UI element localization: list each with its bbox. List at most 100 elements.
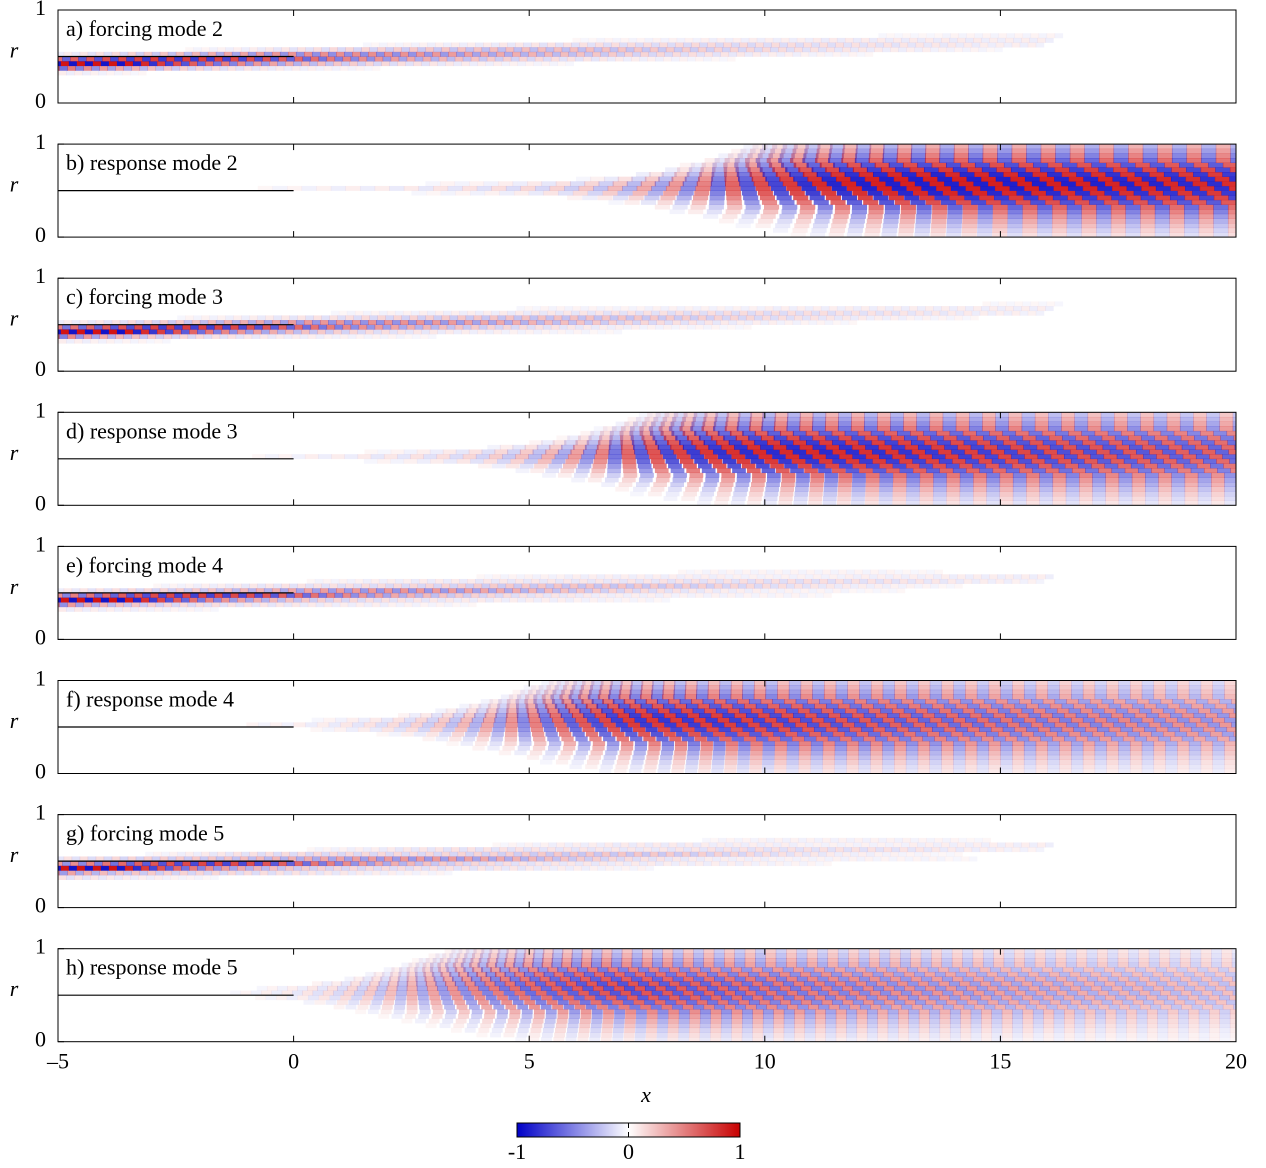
field-cell bbox=[610, 717, 624, 723]
field-cell bbox=[873, 172, 889, 177]
field-cell bbox=[1038, 463, 1053, 469]
field-cell bbox=[1090, 172, 1107, 177]
field-cell bbox=[201, 583, 210, 589]
field-cell bbox=[567, 195, 583, 201]
field-cell bbox=[366, 324, 376, 330]
field-cell bbox=[491, 463, 506, 469]
field-cell bbox=[1111, 736, 1124, 742]
field-cell bbox=[1184, 500, 1199, 506]
field-cell bbox=[841, 195, 858, 201]
field-cell bbox=[135, 588, 145, 594]
field-cell bbox=[841, 153, 857, 159]
field-cell bbox=[1038, 727, 1051, 732]
field-cell bbox=[799, 444, 814, 450]
field-cell bbox=[1140, 218, 1156, 224]
field-cell bbox=[822, 764, 835, 770]
field-cell bbox=[310, 56, 320, 62]
field-cell bbox=[636, 37, 646, 43]
field-cell bbox=[671, 768, 684, 774]
field-cell bbox=[985, 199, 1002, 205]
field-cell bbox=[960, 162, 976, 168]
field-cell bbox=[952, 458, 966, 464]
field-cell bbox=[1215, 148, 1231, 154]
field-cell bbox=[355, 65, 365, 71]
field-cell bbox=[686, 449, 701, 455]
field-cell bbox=[1200, 745, 1213, 751]
field-cell bbox=[952, 176, 968, 182]
field-cell bbox=[494, 324, 504, 330]
field-cell bbox=[916, 172, 932, 177]
field-cell bbox=[612, 574, 622, 580]
field-cell bbox=[880, 588, 890, 594]
field-cell bbox=[777, 218, 793, 224]
field-cell bbox=[946, 496, 961, 501]
field-cell bbox=[1171, 144, 1188, 150]
field-cell bbox=[836, 176, 852, 182]
field-cell bbox=[720, 320, 730, 325]
field-cell bbox=[497, 458, 511, 464]
field-cell bbox=[1038, 301, 1048, 307]
field-cell bbox=[441, 315, 451, 321]
field-cell bbox=[183, 51, 193, 57]
field-cell bbox=[640, 199, 657, 205]
field-cell bbox=[1213, 213, 1229, 219]
field-cell bbox=[1248, 741, 1260, 746]
field-cell bbox=[1010, 176, 1026, 182]
field-cell bbox=[470, 56, 480, 62]
field-cell bbox=[973, 181, 989, 187]
field-cell bbox=[60, 597, 70, 603]
field-cell bbox=[510, 592, 520, 598]
field-cell bbox=[1163, 458, 1178, 464]
field-cell bbox=[919, 463, 934, 469]
field-cell bbox=[762, 412, 777, 418]
field-cell bbox=[1140, 209, 1156, 215]
field-cell bbox=[345, 47, 354, 53]
field-cell bbox=[683, 463, 697, 469]
field-cell bbox=[694, 430, 708, 436]
field-cell bbox=[82, 70, 91, 76]
field-cell bbox=[1082, 195, 1098, 201]
field-cell bbox=[696, 51, 705, 57]
field-cell bbox=[635, 416, 650, 422]
field-cell bbox=[1096, 218, 1112, 224]
field-cell bbox=[1213, 218, 1229, 224]
field-cell bbox=[925, 144, 941, 150]
field-cell bbox=[667, 440, 681, 446]
field-cell bbox=[1243, 722, 1255, 727]
field-cell bbox=[1151, 468, 1165, 474]
field-cell bbox=[63, 588, 73, 594]
field-cell bbox=[1257, 732, 1266, 737]
field-cell bbox=[619, 310, 628, 316]
field-cell bbox=[1184, 223, 1200, 229]
field-cell bbox=[834, 754, 847, 760]
field-cell bbox=[1141, 740, 1155, 746]
field-cell bbox=[1258, 186, 1266, 191]
field-cell bbox=[982, 33, 992, 39]
field-cell bbox=[972, 722, 985, 728]
field-cell bbox=[1207, 722, 1221, 728]
field-cell bbox=[545, 449, 559, 455]
field-cell bbox=[804, 306, 814, 312]
field-cell bbox=[1087, 736, 1100, 742]
field-cell bbox=[281, 583, 290, 589]
field-cell bbox=[477, 329, 486, 335]
field-cell bbox=[796, 472, 810, 478]
field-cell bbox=[318, 454, 332, 460]
field-cell bbox=[797, 181, 813, 187]
field-cell bbox=[689, 315, 699, 321]
field-cell bbox=[916, 306, 926, 312]
field-cell bbox=[556, 306, 566, 312]
field-cell bbox=[967, 167, 983, 173]
field-cell bbox=[806, 162, 822, 168]
field-cell bbox=[836, 306, 846, 312]
field-cell bbox=[783, 592, 792, 598]
field-cell bbox=[905, 768, 919, 774]
field-cell bbox=[929, 750, 942, 756]
field-cell bbox=[721, 477, 735, 483]
field-cell bbox=[555, 578, 564, 584]
field-cell bbox=[1224, 768, 1236, 774]
field-cell bbox=[532, 745, 546, 751]
field-cell bbox=[650, 486, 665, 492]
field-cell bbox=[739, 42, 748, 48]
field-cell bbox=[864, 500, 879, 506]
